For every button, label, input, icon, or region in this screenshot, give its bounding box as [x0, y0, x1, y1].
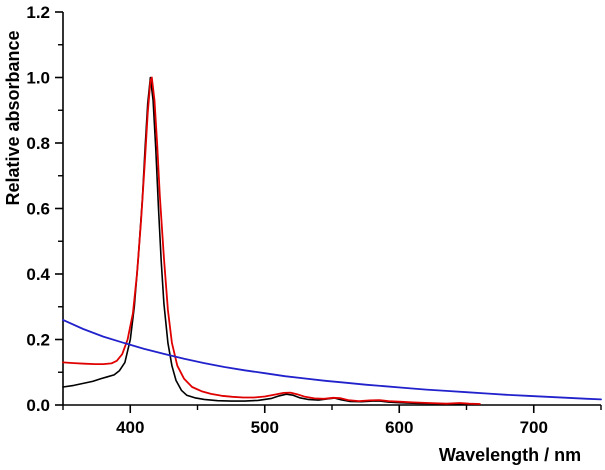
- y-tick-label: 0.0: [26, 396, 50, 415]
- y-tick-label: 0.8: [26, 134, 50, 153]
- y-tick-label: 1.2: [26, 3, 50, 22]
- x-tick-label: 600: [385, 418, 413, 437]
- y-tick-label: 1.0: [26, 69, 50, 88]
- series-black-spectrum: [62, 76, 475, 405]
- x-tick-label: 700: [520, 418, 548, 437]
- series-red-spectrum: [62, 76, 481, 405]
- x-tick-label: 500: [251, 418, 279, 437]
- series-blue-baseline: [62, 318, 602, 401]
- y-tick-label: 0.6: [26, 200, 50, 219]
- y-axis-title: Relative absorbance: [3, 30, 23, 205]
- y-tick-label: 0.4: [26, 265, 50, 284]
- x-tick-label: 400: [116, 418, 144, 437]
- y-tick-label: 0.2: [26, 331, 50, 350]
- x-axis-title: Wavelength / nm: [439, 445, 581, 465]
